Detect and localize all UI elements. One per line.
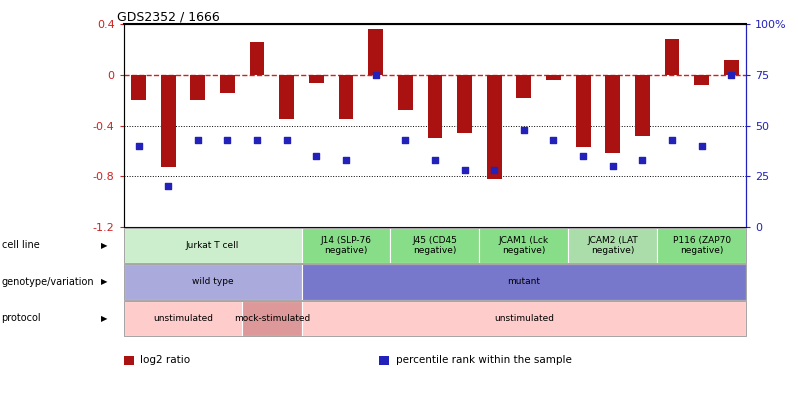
Text: P116 (ZAP70
negative): P116 (ZAP70 negative) bbox=[673, 236, 731, 255]
Point bbox=[221, 136, 234, 143]
Bar bbox=[487, 75, 502, 179]
Text: ▶: ▶ bbox=[101, 314, 107, 323]
Bar bbox=[665, 40, 679, 75]
Text: J45 (CD45
negative): J45 (CD45 negative) bbox=[413, 236, 457, 255]
Text: cell line: cell line bbox=[2, 241, 39, 250]
Bar bbox=[160, 75, 176, 167]
Text: protocol: protocol bbox=[2, 313, 41, 323]
Point bbox=[666, 136, 678, 143]
Text: ▶: ▶ bbox=[101, 241, 107, 250]
Bar bbox=[338, 75, 354, 119]
Bar bbox=[546, 75, 561, 80]
Point bbox=[458, 167, 471, 173]
Bar bbox=[724, 60, 739, 75]
Bar bbox=[368, 30, 383, 75]
Text: unstimulated: unstimulated bbox=[153, 314, 213, 323]
Bar bbox=[220, 75, 235, 93]
Point bbox=[310, 153, 322, 159]
Text: GDS2352 / 1666: GDS2352 / 1666 bbox=[117, 10, 220, 23]
Bar bbox=[694, 75, 709, 85]
Point bbox=[488, 167, 500, 173]
Point bbox=[251, 136, 263, 143]
Bar bbox=[191, 75, 205, 100]
Bar bbox=[606, 75, 620, 153]
Text: wild type: wild type bbox=[192, 277, 234, 286]
Bar bbox=[635, 75, 650, 136]
Point bbox=[192, 136, 204, 143]
Point bbox=[340, 157, 353, 163]
Point bbox=[517, 126, 530, 133]
Bar bbox=[131, 75, 146, 100]
Text: ▶: ▶ bbox=[101, 277, 107, 286]
Bar bbox=[250, 42, 264, 75]
Bar bbox=[457, 75, 472, 133]
Point bbox=[695, 143, 708, 149]
Point bbox=[399, 136, 412, 143]
Point bbox=[429, 157, 441, 163]
Text: mock-stimulated: mock-stimulated bbox=[234, 314, 310, 323]
Bar bbox=[279, 75, 294, 119]
Point bbox=[369, 72, 382, 78]
Bar bbox=[398, 75, 413, 111]
Point bbox=[725, 72, 737, 78]
Point bbox=[162, 183, 175, 190]
Bar bbox=[516, 75, 531, 98]
Point bbox=[636, 157, 649, 163]
Point bbox=[132, 143, 145, 149]
Text: J14 (SLP-76
negative): J14 (SLP-76 negative) bbox=[321, 236, 372, 255]
Text: JCAM2 (LAT
negative): JCAM2 (LAT negative) bbox=[587, 236, 638, 255]
Bar bbox=[575, 75, 591, 147]
Text: mutant: mutant bbox=[508, 277, 540, 286]
Text: percentile rank within the sample: percentile rank within the sample bbox=[396, 355, 571, 365]
Text: JCAM1 (Lck
negative): JCAM1 (Lck negative) bbox=[499, 236, 549, 255]
Point bbox=[547, 136, 560, 143]
Point bbox=[606, 163, 619, 169]
Text: log2 ratio: log2 ratio bbox=[140, 355, 191, 365]
Text: Jurkat T cell: Jurkat T cell bbox=[186, 241, 239, 250]
Point bbox=[280, 136, 293, 143]
Text: genotype/variation: genotype/variation bbox=[2, 277, 94, 287]
Text: unstimulated: unstimulated bbox=[494, 314, 554, 323]
Bar bbox=[428, 75, 442, 138]
Point bbox=[577, 153, 590, 159]
Bar bbox=[309, 75, 324, 83]
